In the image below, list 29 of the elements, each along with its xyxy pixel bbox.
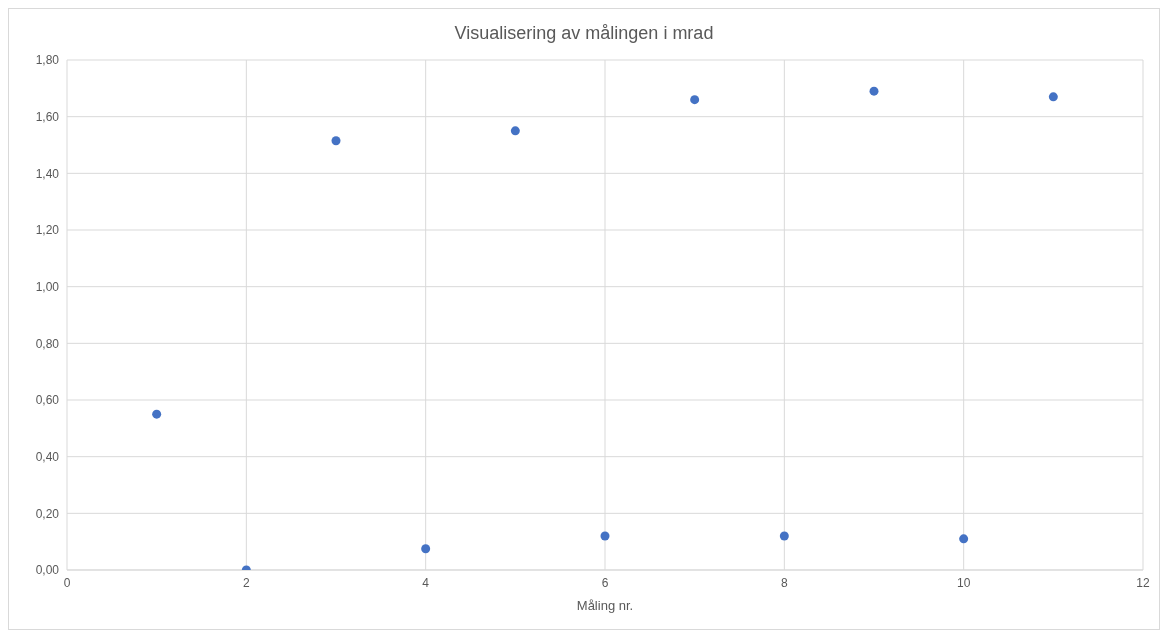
x-tick-label: 2 [242,575,250,590]
point [152,409,162,419]
x-tick-label: 10 [956,575,971,590]
y-tick-label: 1,00 [35,279,60,294]
y-tick-label: 1,60 [35,109,60,124]
point [1048,92,1058,102]
point [600,531,610,541]
y-tick-label: 1,40 [35,166,60,181]
y-tick-label: 1,20 [35,223,60,238]
point [779,531,789,541]
y-tick-label: 0,60 [35,393,60,408]
x-tick-label: 6 [601,575,609,590]
x-tick-label: 8 [780,575,788,590]
x-tick-label: 0 [63,575,71,590]
x-tick-label: 4 [422,575,430,590]
y-tick-label: 0,40 [35,449,60,464]
point [690,95,700,105]
point [421,544,431,554]
point [510,126,520,136]
point [869,86,879,96]
y-tick-label: 1,80 [35,53,60,68]
y-tick-label: 0,80 [35,336,60,351]
point [959,534,969,544]
y-tick-label: 0,00 [35,563,60,578]
y-tick-label: 0,20 [35,506,60,521]
x-tick-label: 12 [1136,575,1150,590]
chart-title: Visualisering av målingen i mrad [453,23,715,44]
point [331,136,341,146]
x-axis-title: Måling nr. [576,598,634,613]
